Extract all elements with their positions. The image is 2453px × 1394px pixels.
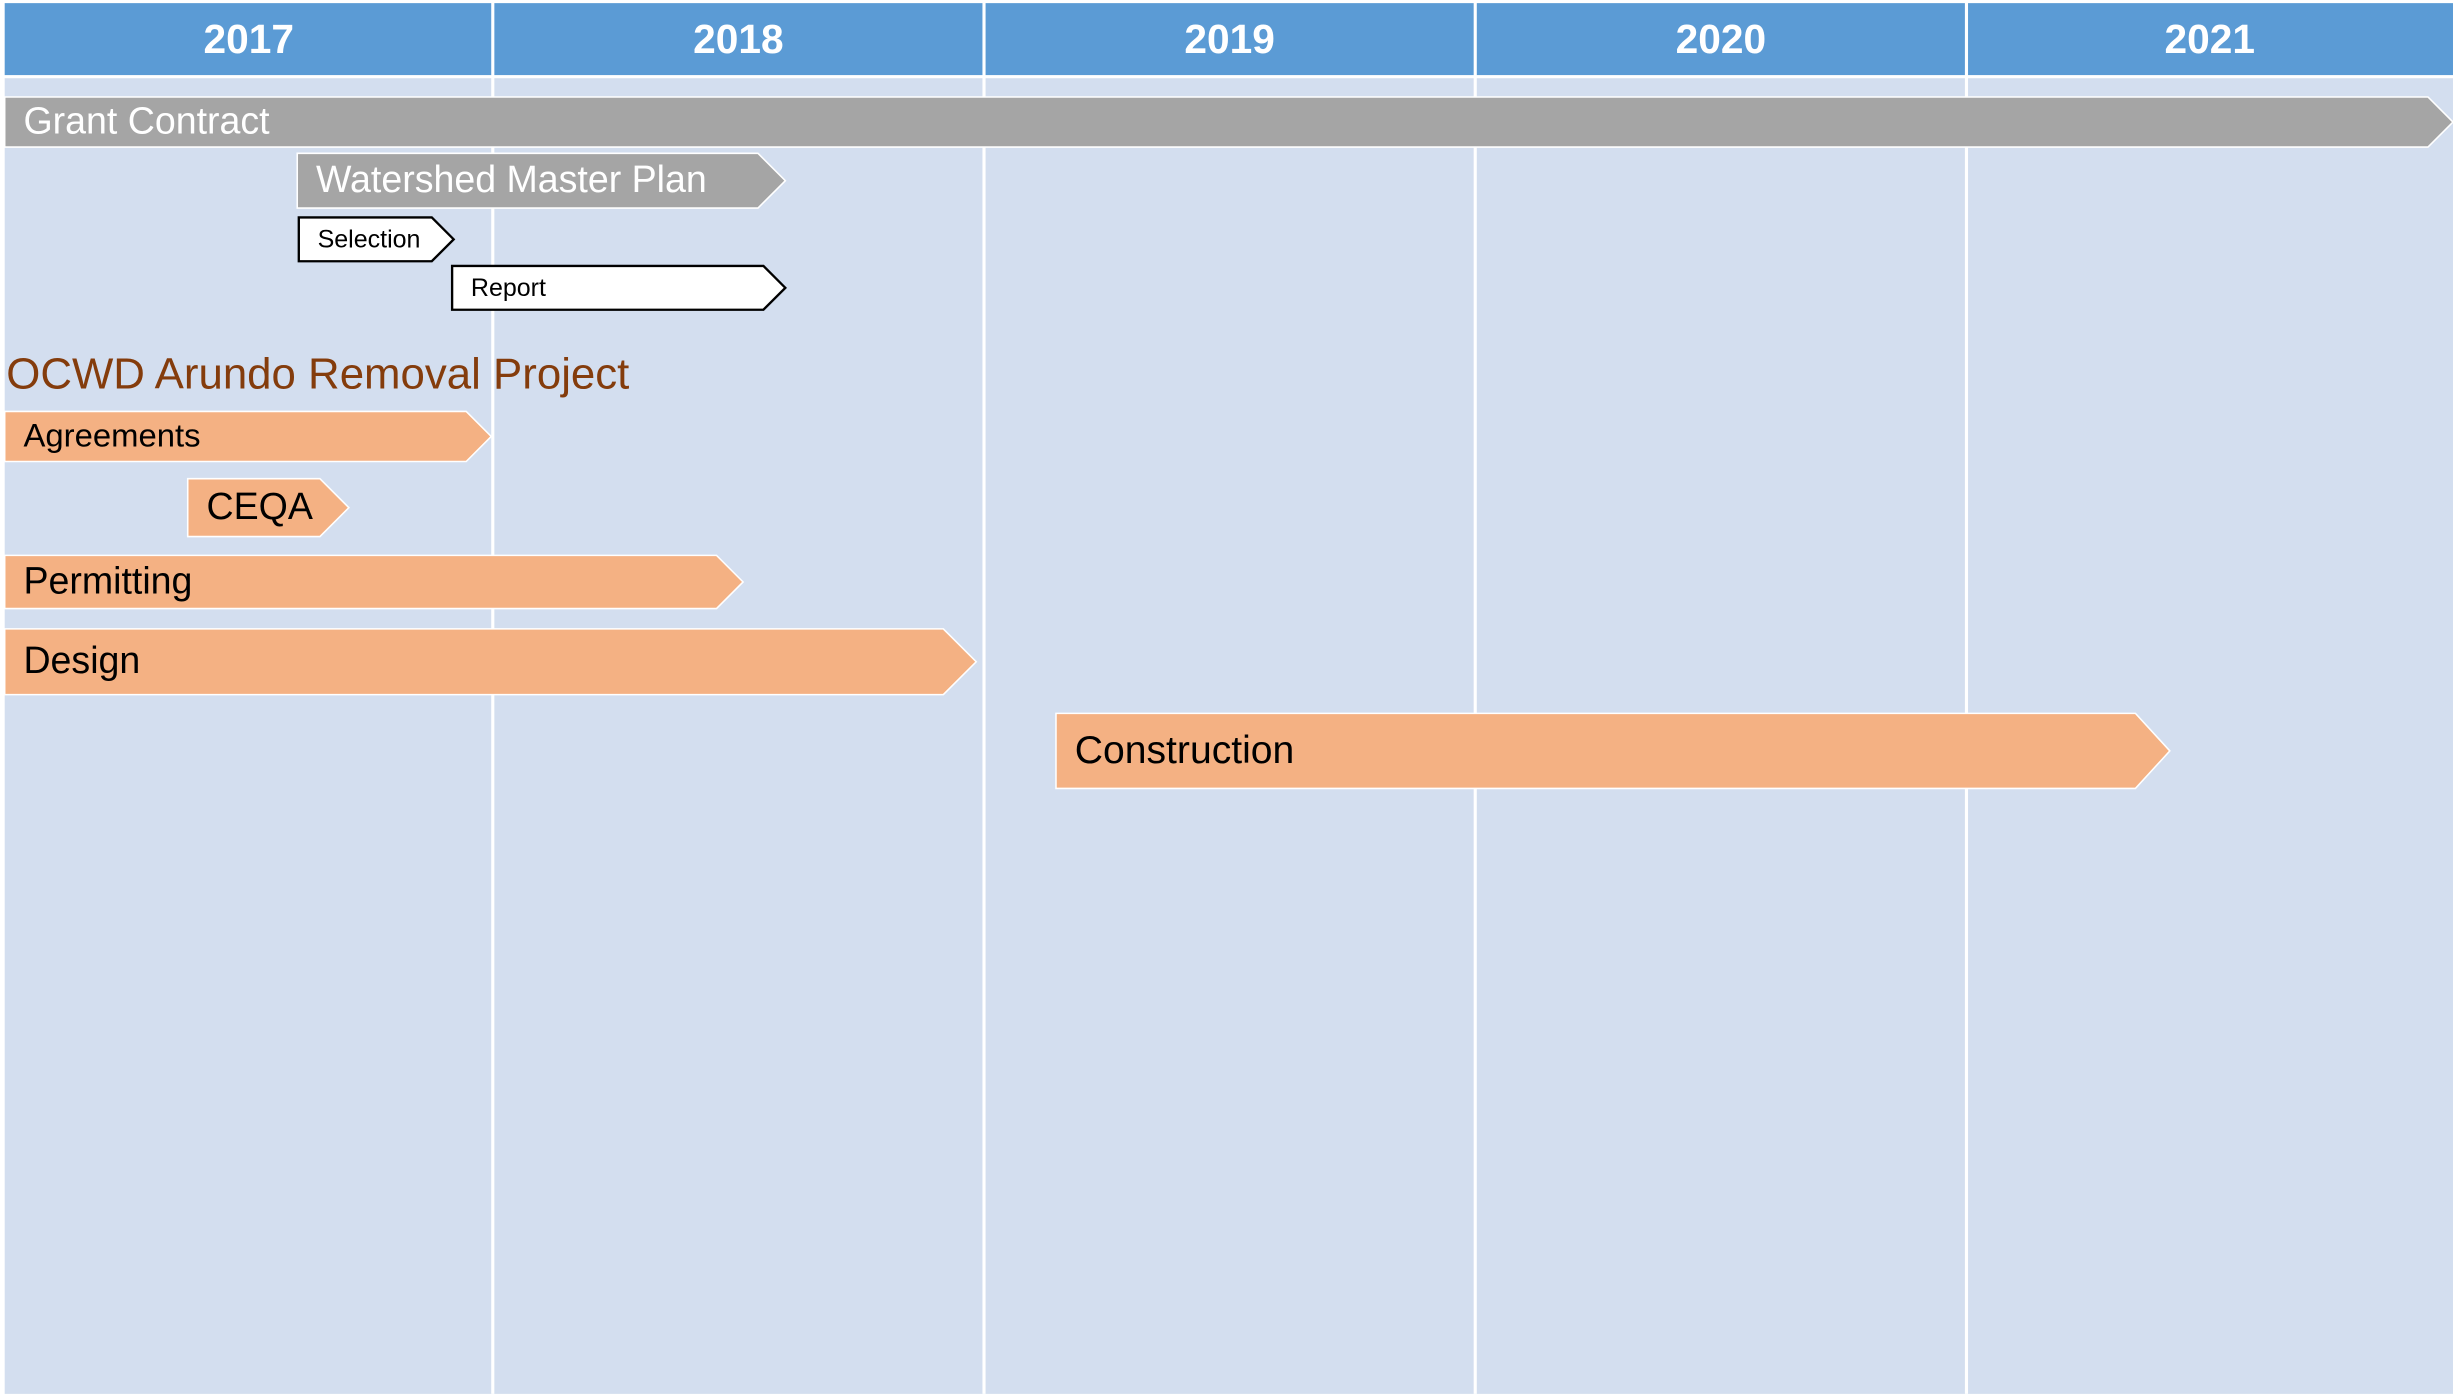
task-bar	[3, 628, 978, 696]
task-bar	[3, 410, 493, 463]
task-bar	[3, 96, 2453, 148]
task-label: Design	[23, 639, 140, 681]
section-title: OCWD Arundo Removal Project	[6, 350, 629, 399]
task-label: CEQA	[207, 485, 313, 527]
year-header	[1475, 3, 1967, 76]
year-label: 2021	[2165, 16, 2255, 62]
task-label: Selection	[318, 226, 421, 254]
year-header	[492, 3, 985, 76]
task-label: Agreements	[23, 417, 200, 454]
task-label: Grant Contract	[23, 100, 270, 142]
year-label: 2018	[693, 16, 783, 62]
task-bar	[450, 264, 787, 311]
task-label: Report	[471, 274, 546, 302]
task-label: Construction	[1075, 729, 1295, 772]
year-label: 2020	[1676, 16, 1766, 62]
task-bar	[296, 152, 787, 209]
task-bar	[297, 216, 456, 263]
year-header	[1966, 3, 2453, 76]
year-header	[984, 3, 1476, 76]
year-label: 2017	[204, 16, 294, 62]
year-header	[4, 3, 493, 76]
task-bar	[3, 554, 745, 610]
task-bar	[1055, 712, 2171, 790]
task-label: Watershed Master Plan	[316, 158, 707, 200]
task-bar	[186, 477, 350, 538]
year-label: 2019	[1184, 16, 1274, 62]
task-label: Permitting	[23, 559, 192, 601]
